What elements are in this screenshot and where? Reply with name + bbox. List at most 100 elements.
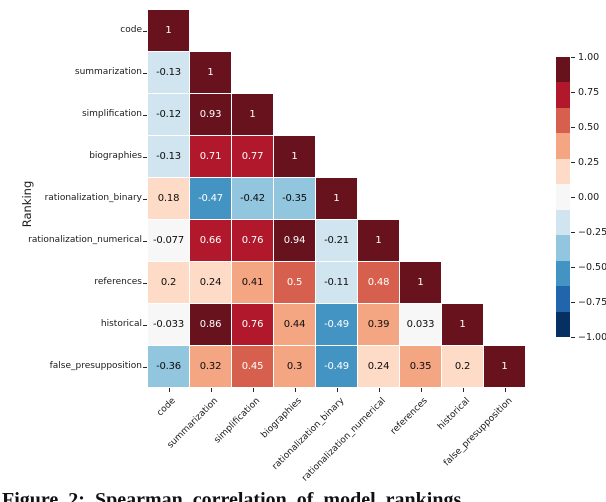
colorbar-segment — [556, 82, 570, 109]
heatmap-cell: 0.32 — [190, 346, 231, 387]
y-tick-label: summarization — [74, 67, 142, 77]
y-tick-mark — [143, 324, 147, 326]
colorbar-tick-mark — [571, 161, 575, 163]
y-tick-label: rationalization_binary — [44, 193, 142, 203]
y-tick-label: code — [120, 25, 142, 35]
x-tick-label: references — [389, 396, 431, 437]
heatmap-cell: -0.13 — [148, 136, 189, 177]
y-tick-mark — [143, 72, 147, 74]
heatmap-cell: 1 — [484, 346, 525, 387]
heatmap-cell: -0.077 — [148, 220, 189, 261]
colorbar-segment — [556, 107, 570, 134]
x-tick-label: biographies — [259, 396, 305, 441]
colorbar-segment — [556, 260, 570, 287]
colorbar-segment — [556, 57, 570, 83]
colorbar-segment — [556, 133, 570, 160]
colorbar-tick-mark — [571, 196, 575, 198]
x-tick-mark — [462, 388, 464, 392]
colorbar-tick-mark — [571, 231, 575, 233]
heatmap-cell: 0.77 — [232, 136, 273, 177]
y-tick-label: simplification — [81, 109, 142, 119]
heatmap-cell: 0.2 — [442, 346, 483, 387]
x-tick-label: historical — [435, 396, 473, 433]
heatmap-cell: 0.39 — [358, 304, 399, 345]
y-tick-label: references — [94, 277, 142, 287]
heatmap-cell: -0.35 — [274, 178, 315, 219]
heatmap-cell: 0.18 — [148, 178, 189, 219]
x-tick-label: rationalization_numerical — [300, 396, 389, 484]
heatmap-cell: 0.3 — [274, 346, 315, 387]
colorbar-segment — [556, 235, 570, 262]
heatmap-cell: 0.033 — [400, 304, 441, 345]
colorbar-tick-mark — [571, 56, 575, 58]
colorbar-tick-mark — [571, 336, 575, 338]
x-tick-label: simplification — [212, 396, 263, 446]
colorbar-segment — [556, 209, 570, 236]
y-tick-mark — [143, 156, 147, 158]
colorbar-tick-label: 0.25 — [578, 156, 600, 168]
colorbar-tick-mark — [571, 266, 575, 268]
colorbar-tick-mark — [571, 126, 575, 128]
heatmap-cell: -0.49 — [316, 304, 357, 345]
heatmap-cell: 1 — [316, 178, 357, 219]
heatmap-cell: -0.36 — [148, 346, 189, 387]
x-tick-mark — [294, 388, 296, 392]
heatmap-cell: 0.2 — [148, 262, 189, 303]
x-tick-label: rationalization_binary — [270, 396, 347, 472]
x-tick-mark — [378, 388, 380, 392]
y-tick-mark — [143, 114, 147, 116]
colorbar-tick-label: −0.25 — [578, 226, 606, 238]
y-tick-label: false_presupposition — [49, 361, 142, 371]
heatmap-cell: 1 — [358, 220, 399, 261]
heatmap-cell: 0.94 — [274, 220, 315, 261]
y-tick-mark — [143, 240, 147, 242]
heatmap-cell: -0.12 — [148, 94, 189, 135]
x-tick-mark — [210, 388, 212, 392]
heatmap-cell: 0.24 — [358, 346, 399, 387]
colorbar-tick-label: 0.00 — [578, 191, 600, 203]
y-tick-mark — [143, 30, 147, 32]
heatmap-cell: 0.71 — [190, 136, 231, 177]
colorbar-segment — [556, 311, 570, 338]
heatmap-cell: -0.033 — [148, 304, 189, 345]
colorbar-tick-label: 1.00 — [578, 51, 600, 63]
heatmap-cell: 0.86 — [190, 304, 231, 345]
heatmap-cell: 1 — [190, 52, 231, 93]
colorbar-segment — [556, 286, 570, 313]
heatmap-cell: -0.11 — [316, 262, 357, 303]
x-tick-mark — [252, 388, 254, 392]
heatmap-cell: -0.21 — [316, 220, 357, 261]
heatmap-cell: -0.42 — [232, 178, 273, 219]
colorbar-tick-label: −0.50 — [578, 261, 606, 273]
heatmap-cell: 1 — [232, 94, 273, 135]
colorbar-segment — [556, 184, 570, 211]
colorbar-tick-mark — [571, 91, 575, 93]
heatmap-cell: 0.45 — [232, 346, 273, 387]
heatmap-cell: 0.76 — [232, 304, 273, 345]
colorbar — [556, 57, 570, 338]
y-axis-label: Ranking — [20, 180, 34, 228]
x-tick-mark — [504, 388, 506, 392]
heatmap-cell: -0.47 — [190, 178, 231, 219]
colorbar-segment — [556, 158, 570, 185]
heatmap-cell: -0.13 — [148, 52, 189, 93]
heatmap-cell: 1 — [442, 304, 483, 345]
heatmap-cell: 0.24 — [190, 262, 231, 303]
heatmap-cell: 0.5 — [274, 262, 315, 303]
y-tick-mark — [143, 198, 147, 200]
heatmap-cell: 0.44 — [274, 304, 315, 345]
colorbar-tick-label: −1.00 — [578, 331, 606, 343]
y-tick-mark — [143, 282, 147, 284]
heatmap-cell: 1 — [274, 136, 315, 177]
heatmap-cell: 1 — [148, 10, 189, 51]
y-tick-label: historical — [100, 319, 142, 329]
colorbar-tick-label: −0.75 — [578, 296, 606, 308]
x-tick-mark — [420, 388, 422, 392]
heatmap-cell: 0.76 — [232, 220, 273, 261]
colorbar-tick-label: 0.50 — [578, 121, 600, 133]
heatmap-cell: 1 — [400, 262, 441, 303]
colorbar-tick-mark — [571, 301, 575, 303]
y-tick-label: biographies — [89, 151, 142, 161]
figure-caption: Figure 2: Spearman correlation of model … — [2, 489, 462, 502]
